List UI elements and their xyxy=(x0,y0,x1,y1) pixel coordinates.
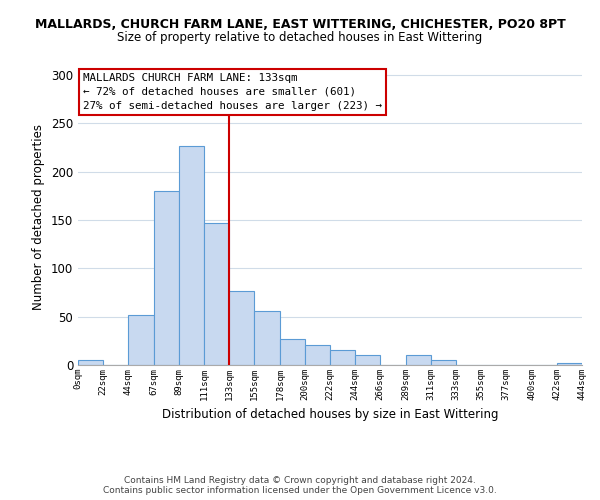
Bar xyxy=(154,191,179,365)
Bar xyxy=(204,223,229,365)
Text: Size of property relative to detached houses in East Wittering: Size of property relative to detached ho… xyxy=(118,31,482,44)
Bar xyxy=(128,314,154,365)
Text: MALLARDS, CHURCH FARM LANE, EAST WITTERING, CHICHESTER, PO20 8PT: MALLARDS, CHURCH FARM LANE, EAST WITTERI… xyxy=(35,18,565,30)
Bar xyxy=(254,311,280,365)
Bar xyxy=(330,350,355,365)
Bar xyxy=(280,339,305,365)
Bar xyxy=(557,363,582,365)
Bar xyxy=(406,356,431,365)
Bar xyxy=(305,344,330,365)
Bar xyxy=(355,356,380,365)
Y-axis label: Number of detached properties: Number of detached properties xyxy=(32,124,46,310)
Bar xyxy=(179,146,204,365)
Text: Contains HM Land Registry data © Crown copyright and database right 2024.
Contai: Contains HM Land Registry data © Crown c… xyxy=(103,476,497,495)
Text: MALLARDS CHURCH FARM LANE: 133sqm
← 72% of detached houses are smaller (601)
27%: MALLARDS CHURCH FARM LANE: 133sqm ← 72% … xyxy=(83,73,382,111)
Bar xyxy=(431,360,456,365)
Bar xyxy=(229,292,254,365)
X-axis label: Distribution of detached houses by size in East Wittering: Distribution of detached houses by size … xyxy=(162,408,498,422)
Bar xyxy=(78,360,103,365)
